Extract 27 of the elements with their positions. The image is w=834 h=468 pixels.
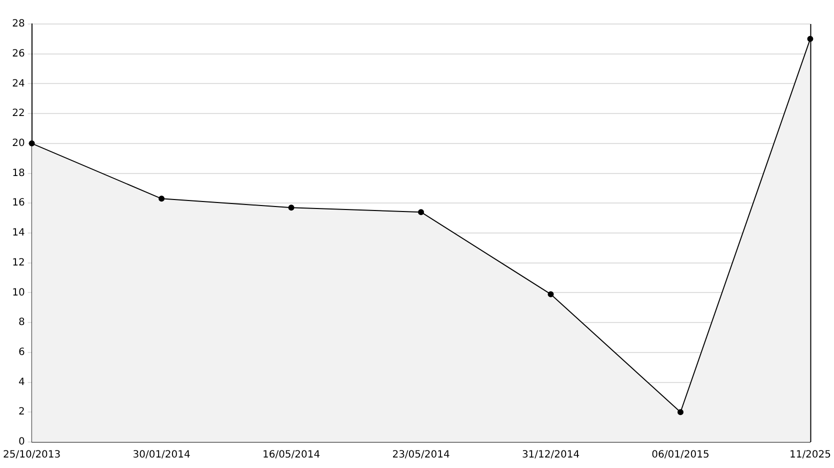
y-tick-label: 22 xyxy=(12,108,25,120)
point xyxy=(418,209,424,216)
y-tick-label: 10 xyxy=(12,287,25,298)
y-tick-label: 18 xyxy=(12,168,25,179)
y-tick-label: 2 xyxy=(18,406,25,418)
y-tick-label: 6 xyxy=(18,347,25,358)
y-tick-label: 0 xyxy=(18,436,25,448)
y-tick-label: 16 xyxy=(12,198,25,209)
y-tick-label: 4 xyxy=(18,376,25,388)
point xyxy=(548,291,554,298)
x-tick-label: 16/05/2014 xyxy=(262,450,320,461)
y-tick-label: 28 xyxy=(12,18,25,30)
y-tick-label: 26 xyxy=(12,48,25,60)
y-tick-label: 12 xyxy=(12,257,25,268)
y-tick-label: 14 xyxy=(12,228,25,239)
x-tick-label: 30/01/2014 xyxy=(132,450,190,461)
point xyxy=(158,196,165,202)
x-tick-label: 11/2025 xyxy=(789,450,831,461)
point xyxy=(677,409,684,416)
y-tick-label: 20 xyxy=(12,138,25,150)
x-tick-label: 06/01/2015 xyxy=(652,450,710,461)
y-tick-label: 24 xyxy=(12,78,25,90)
x-tick-label: 23/05/2014 xyxy=(392,450,450,461)
point xyxy=(288,204,294,211)
y-tick-label: 8 xyxy=(18,317,25,328)
x-tick-label: 31/12/2014 xyxy=(522,450,580,461)
x-tick-label: 25/10/2013 xyxy=(3,450,61,461)
